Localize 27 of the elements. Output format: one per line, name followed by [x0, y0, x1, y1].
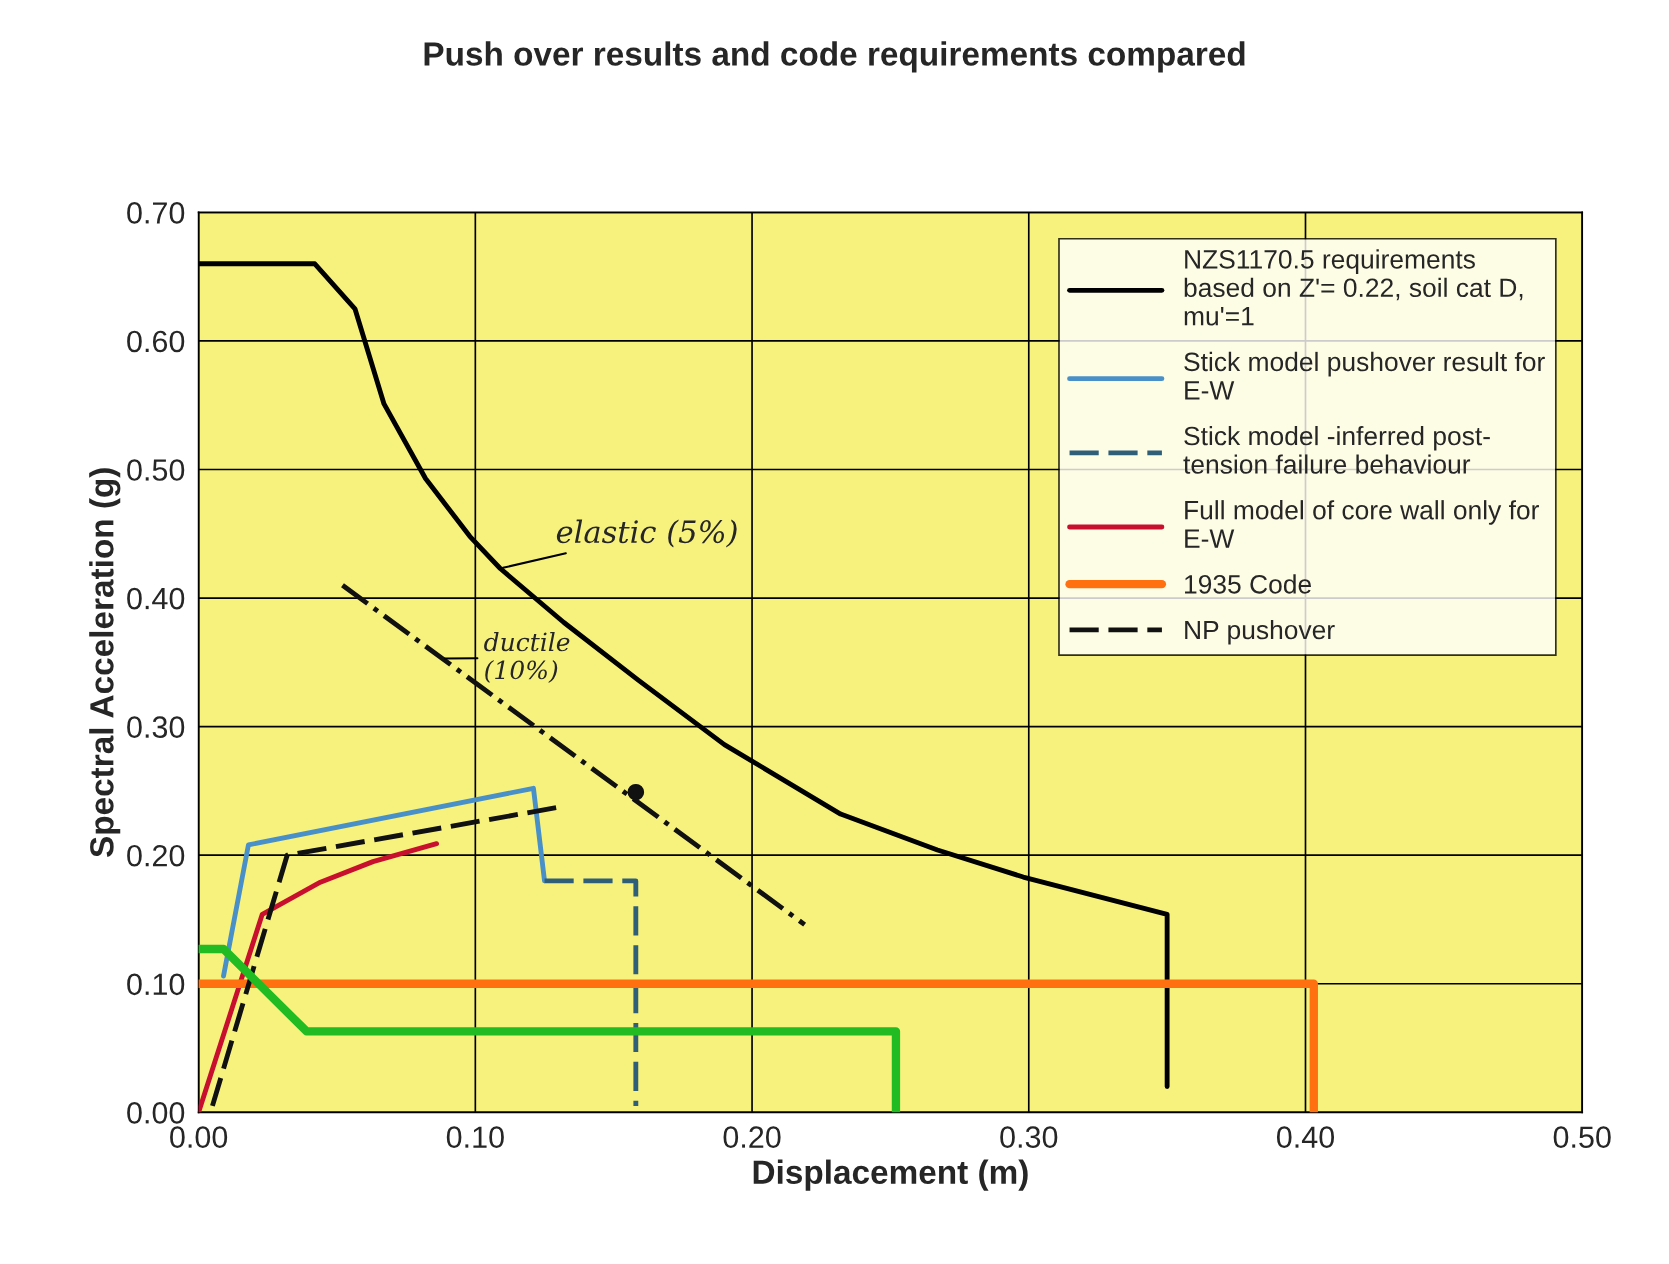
x-axis-title: Displacement (m): [753, 1159, 1028, 1191]
x-tick-label: 0.40: [1276, 1126, 1335, 1148]
x-tick-label: 0.50: [1553, 1126, 1611, 1148]
legend-label: Stick model pushover result for E-W: [1184, 351, 1545, 400]
line-series: [221, 785, 547, 979]
x-tick-label: 0.20: [723, 1126, 781, 1148]
annotation: elastic (5%): [556, 519, 737, 548]
y-tick-label: 0.40: [127, 587, 185, 610]
y-tick-label: 0.10: [127, 973, 185, 996]
x-tick-label: 0.30: [1000, 1126, 1058, 1148]
x-tick-label: 0.00: [170, 1126, 228, 1148]
y-tick-label: 0.60: [127, 330, 185, 353]
legend-label: Full model of core wall only for E-W: [1185, 500, 1539, 548]
y-tick-label: 0.20: [127, 844, 185, 867]
legend-label: NP pushover: [1185, 619, 1335, 645]
y-tick-label: 0.00: [127, 1102, 185, 1124]
y-axis-title: Spectral Acceleration (g): [89, 468, 121, 858]
chart-title: Push over results and code requirements compared: [424, 41, 1245, 73]
y-tick-label: 0.30: [127, 716, 185, 738]
legend-label: NZS1170.5 requirements based on Z'= 0.22, soil cat D, mu'=1: [1184, 249, 1523, 326]
y-tick-label: 0.50: [127, 459, 185, 481]
x-tick-label: 0.10: [446, 1126, 504, 1148]
legend-label: Stick model -inferred post- tension failure behaviour: [1183, 425, 1490, 474]
annotation: ductile (10%): [484, 632, 570, 683]
line-series: [198, 841, 440, 1113]
legend-label: 1935 Code: [1185, 574, 1311, 594]
y-tick-label: 0.70: [127, 202, 185, 224]
